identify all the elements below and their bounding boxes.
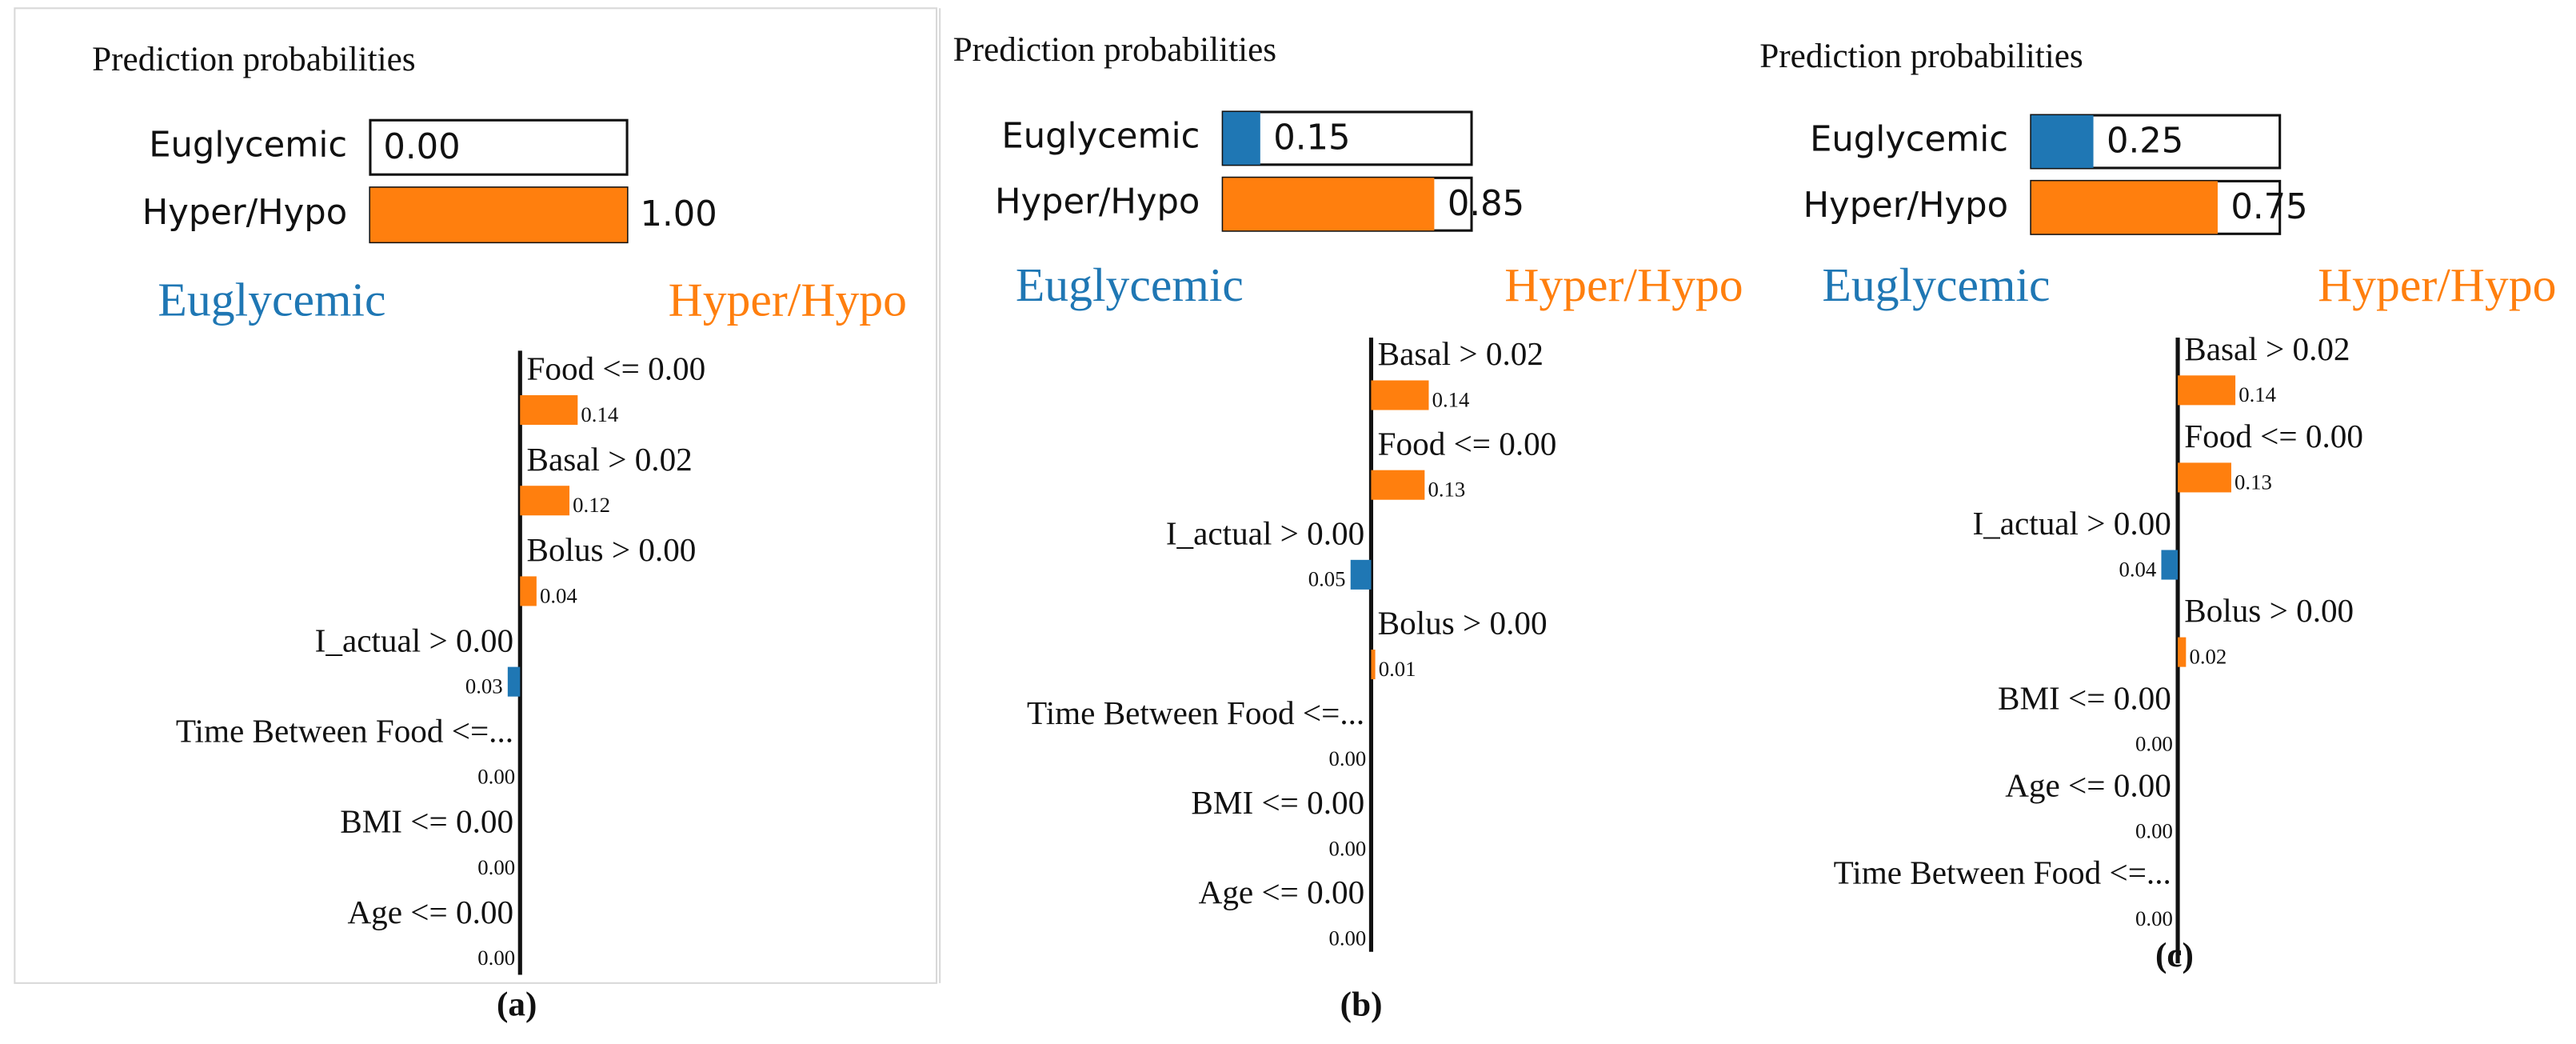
prob-value-label: 0.25 (2107, 122, 2183, 162)
weight-label: 0.13 (2235, 470, 2272, 494)
panel-caption: (a) (497, 986, 537, 1024)
weight-label: 0.00 (1328, 926, 1366, 950)
weight-label: 0.02 (2189, 644, 2227, 668)
prob-class-label: Hyper/Hypo (142, 193, 347, 233)
prob-class-label: Euglycemic (1001, 116, 1200, 156)
class-name: Hyper/Hypo (2318, 258, 2556, 311)
feature-label: I_actual > 0.00 (1972, 505, 2171, 542)
prob-class-label: Euglycemic (149, 126, 347, 166)
weight-bar (1371, 650, 1376, 680)
weight-label: 0.03 (465, 674, 503, 698)
weight-label: 0.00 (2135, 732, 2173, 756)
prob-bar (1223, 178, 1435, 231)
feature-label: Basal > 0.02 (527, 441, 693, 478)
weight-label: 0.14 (2239, 382, 2276, 406)
prob-class-label: Euglycemic (1810, 120, 2008, 160)
prob-box (369, 118, 629, 176)
feature-label: BMI <= 0.00 (1998, 679, 2171, 716)
weight-label: 0.01 (1379, 657, 1416, 681)
weight-bar (520, 486, 570, 516)
feature-label: Time Between Food <=... (176, 712, 513, 749)
feature-label: BMI <= 0.00 (340, 803, 513, 840)
weight-label: 0.00 (1328, 836, 1366, 860)
class-name: Hyper/Hypo (669, 273, 907, 326)
feature-label: I_actual > 0.00 (315, 622, 513, 658)
prob-class-label: Hyper/Hypo (995, 182, 1200, 222)
panel-caption: (c) (2155, 936, 2194, 974)
prob-value-label: 0.75 (2231, 187, 2307, 227)
feature-label: Basal > 0.02 (1378, 335, 1544, 372)
prob-bar (2031, 181, 2218, 234)
weight-bar (2178, 637, 2187, 667)
weight-bar (520, 576, 537, 606)
class-name: Euglycemic (1016, 258, 1244, 311)
weight-label: 0.04 (2119, 557, 2156, 581)
feature-label: Time Between Food <=... (1834, 854, 2171, 891)
class-name: Euglycemic (1822, 258, 2050, 311)
feature-label: Basal > 0.02 (2184, 330, 2350, 367)
feature-label: Time Between Food <=... (1027, 694, 1364, 731)
prob-bar (1223, 111, 1260, 165)
weight-label: 0.00 (477, 765, 515, 789)
weight-label: 0.00 (2135, 819, 2173, 843)
prob-value-label: 0.15 (1273, 118, 1350, 158)
weight-label: 0.00 (477, 946, 515, 970)
weight-label: 0.14 (581, 402, 618, 426)
weight-label: 0.00 (2135, 906, 2173, 930)
prob-title: Prediction probabilities (92, 40, 416, 78)
weight-label: 0.13 (1428, 478, 1465, 502)
weight-bar (507, 666, 521, 697)
weight-label: 0.12 (573, 493, 610, 517)
feature-label: Bolus > 0.00 (2184, 592, 2354, 629)
feature-label: Food <= 0.00 (527, 350, 706, 387)
weight-bar (2178, 375, 2236, 406)
class-name: Euglycemic (158, 273, 385, 326)
weight-bar (520, 395, 578, 426)
panel-caption: (b) (1340, 986, 1383, 1024)
weight-label: 0.04 (540, 583, 577, 607)
prob-title: Prediction probabilities (953, 30, 1277, 69)
prob-title: Prediction probabilities (1759, 37, 2083, 75)
feature-label: Bolus > 0.00 (1378, 605, 1548, 642)
weight-bar (1371, 470, 1425, 500)
feature-label: BMI <= 0.00 (1191, 784, 1364, 821)
class-name: Hyper/Hypo (1504, 258, 1743, 311)
feature-label: Age <= 0.00 (1199, 874, 1365, 910)
feature-label: Food <= 0.00 (2184, 418, 2363, 454)
prob-value-label: 0.00 (383, 127, 460, 167)
weight-label: 0.14 (1432, 387, 1470, 411)
feature-label: Age <= 0.00 (2005, 766, 2171, 803)
prob-bar (2031, 115, 2094, 168)
weight-label: 0.00 (1328, 746, 1366, 770)
prob-value-label: 0.85 (1448, 184, 1524, 224)
prob-bar (369, 187, 628, 242)
weight-bar (2161, 550, 2179, 580)
feature-label: Bolus > 0.00 (527, 531, 697, 568)
weight-label: 0.05 (1308, 567, 1346, 591)
feature-label: Food <= 0.00 (1378, 425, 1557, 462)
prob-class-label: Hyper/Hypo (1803, 186, 2008, 226)
weight-bar (1350, 559, 1372, 590)
feature-label: Age <= 0.00 (347, 894, 513, 930)
weight-bar (2178, 462, 2231, 493)
feature-label: I_actual > 0.00 (1166, 514, 1364, 551)
weight-label: 0.00 (477, 855, 515, 879)
prob-box (1221, 110, 1473, 166)
prob-value-label: 1.00 (641, 194, 717, 234)
panel-border (14, 7, 938, 984)
weight-bar (1371, 380, 1429, 410)
